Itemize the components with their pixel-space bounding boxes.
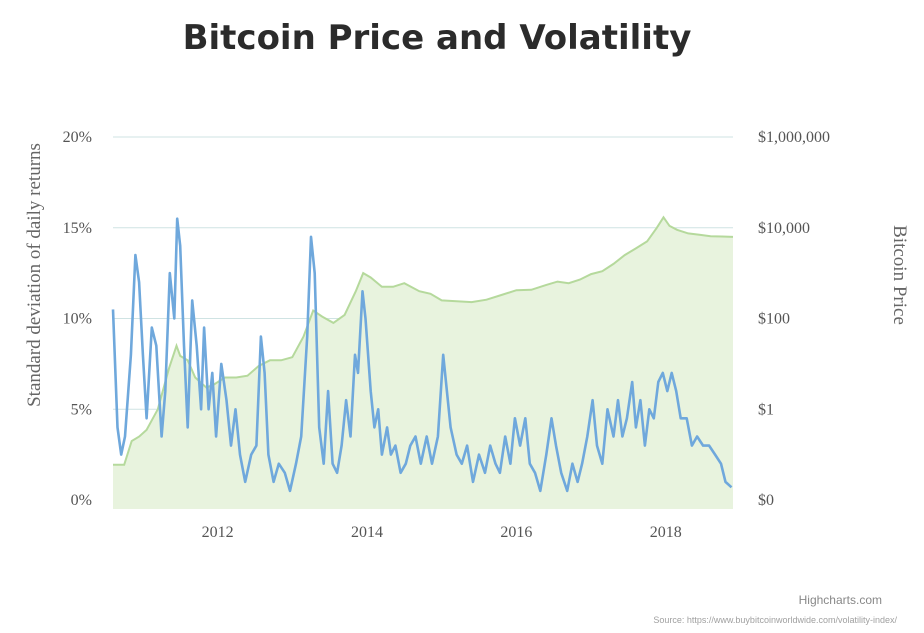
right-tick-label: $10,000 — [758, 220, 810, 237]
right-tick-label: $0 — [758, 492, 774, 509]
x-tick-label: 2016 — [500, 524, 532, 541]
left-tick-label: 20% — [63, 129, 92, 146]
left-tick-label: 15% — [63, 220, 92, 237]
chart-credit[interactable]: Highcharts.com — [799, 593, 882, 607]
x-tick-label: 2018 — [650, 524, 682, 541]
chart-title: Bitcoin Price and Volatility — [183, 18, 692, 58]
right-tick-label: $1 — [758, 401, 774, 418]
right-axis-ticks: $0 $1 $100 $10,000 $1,000,000 — [758, 129, 830, 509]
chart-source: Source: https://www.buybitcoinworldwide.… — [653, 615, 897, 625]
left-tick-label: 5% — [71, 401, 92, 418]
left-axis-ticks: 0% 5% 10% 15% 20% — [63, 129, 92, 509]
left-axis-label: Standard deviation of daily returns — [24, 143, 45, 407]
left-tick-label: 0% — [71, 492, 92, 509]
left-tick-label: 10% — [63, 311, 92, 328]
x-tick-label: 2012 — [202, 524, 234, 541]
right-tick-label: $1,000,000 — [758, 129, 830, 146]
right-axis-label: Bitcoin Price — [889, 225, 910, 325]
series-bitcoin-price-line — [113, 215, 734, 466]
series-volatility-line — [111, 217, 733, 493]
x-tick-label: 2014 — [351, 524, 383, 541]
x-axis-ticks: 2012 2014 2016 2018 — [202, 524, 682, 541]
right-tick-label: $100 — [758, 311, 790, 328]
